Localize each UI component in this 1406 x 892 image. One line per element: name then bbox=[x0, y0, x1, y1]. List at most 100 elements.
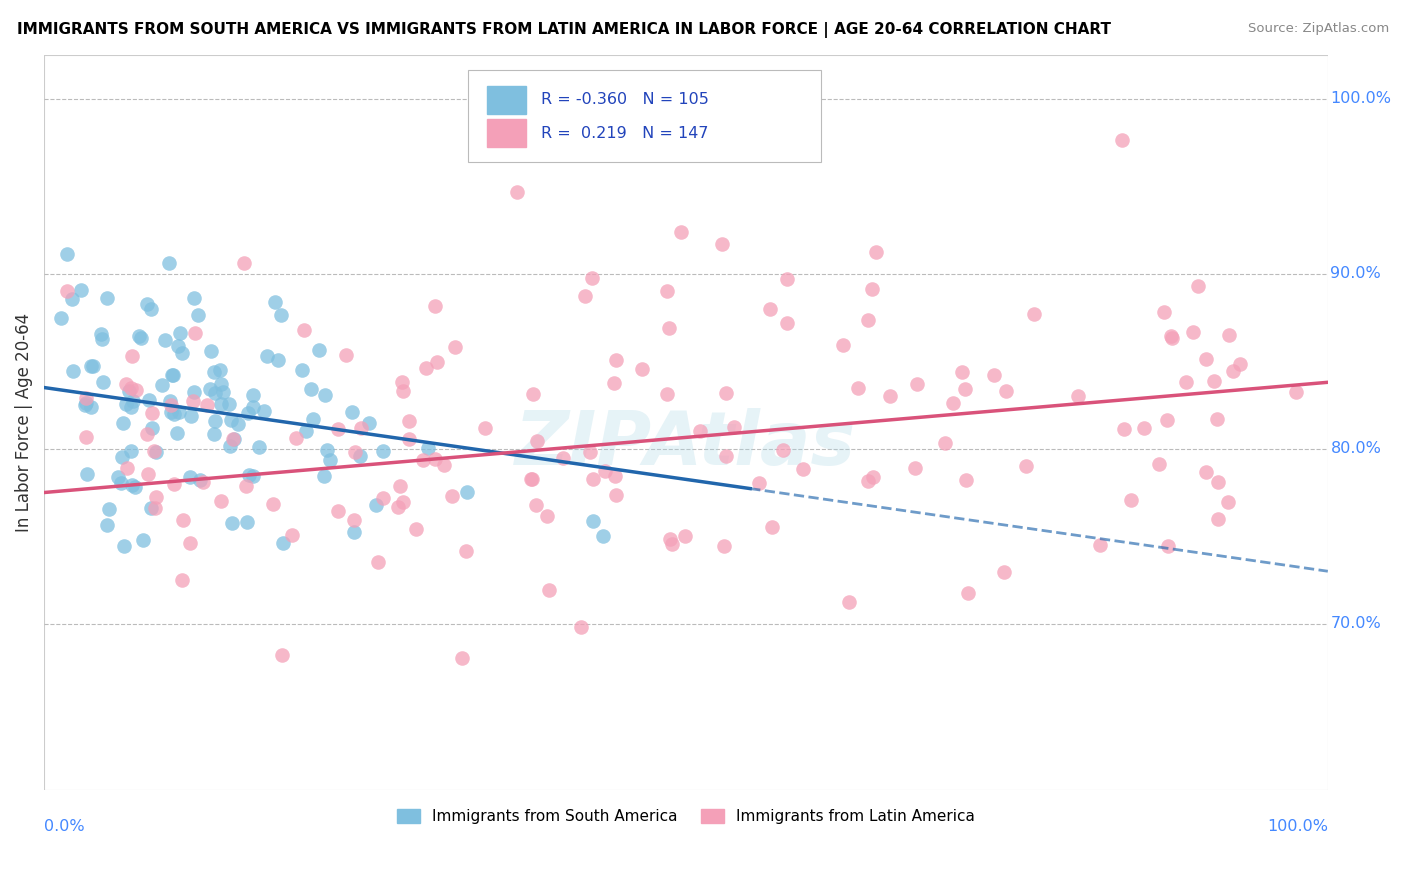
Point bbox=[218, 396, 240, 410]
Point bbox=[183, 291, 205, 305]
Point bbox=[425, 452, 447, 467]
Point bbox=[526, 434, 548, 449]
Point bbox=[326, 422, 349, 436]
Point bbox=[226, 417, 249, 432]
Point bbox=[62, 364, 84, 378]
Point bbox=[184, 326, 207, 340]
Point bbox=[520, 472, 543, 486]
Point bbox=[1204, 374, 1226, 388]
Point bbox=[219, 439, 242, 453]
Point bbox=[1175, 376, 1198, 390]
Point bbox=[387, 500, 409, 514]
Point bbox=[1022, 307, 1045, 321]
Point bbox=[605, 353, 627, 368]
Point bbox=[221, 516, 243, 530]
Point bbox=[1182, 325, 1205, 339]
Text: 100.0%: 100.0% bbox=[1267, 820, 1327, 834]
Text: IMMIGRANTS FROM SOUTH AMERICA VS IMMIGRANTS FROM LATIN AMERICA IN LABOR FORCE | : IMMIGRANTS FROM SOUTH AMERICA VS IMMIGRA… bbox=[17, 22, 1111, 38]
Point bbox=[60, 292, 83, 306]
Point bbox=[838, 595, 860, 609]
Point bbox=[172, 573, 194, 587]
Point bbox=[761, 520, 783, 534]
Point bbox=[120, 401, 142, 415]
Point bbox=[1161, 331, 1184, 345]
Point bbox=[689, 424, 711, 438]
Point bbox=[316, 442, 339, 457]
Point bbox=[398, 414, 420, 428]
Point bbox=[391, 375, 413, 389]
Point bbox=[772, 442, 794, 457]
Point bbox=[858, 313, 880, 327]
Point bbox=[582, 514, 605, 528]
Text: Source: ZipAtlas.com: Source: ZipAtlas.com bbox=[1249, 22, 1389, 36]
Point bbox=[364, 499, 387, 513]
Point bbox=[262, 497, 284, 511]
Point bbox=[222, 432, 245, 446]
Point bbox=[169, 404, 191, 418]
Point bbox=[605, 488, 627, 502]
Point bbox=[222, 432, 245, 446]
Point bbox=[371, 444, 394, 458]
Point bbox=[70, 283, 93, 297]
Point bbox=[444, 340, 467, 354]
Point bbox=[1218, 327, 1240, 342]
Point bbox=[271, 648, 294, 662]
Point bbox=[450, 650, 472, 665]
Point bbox=[349, 449, 371, 463]
Point bbox=[270, 308, 292, 322]
Point bbox=[661, 537, 683, 551]
Point bbox=[96, 291, 118, 305]
Point bbox=[247, 440, 270, 454]
Point bbox=[200, 382, 222, 396]
Point bbox=[124, 479, 146, 493]
Point bbox=[141, 406, 163, 420]
Point bbox=[172, 513, 194, 527]
Point bbox=[716, 449, 738, 463]
Point bbox=[209, 493, 232, 508]
Point bbox=[114, 397, 136, 411]
Point bbox=[569, 619, 592, 633]
Point bbox=[136, 297, 159, 311]
Point bbox=[79, 401, 101, 415]
Text: R = -0.360   N = 105: R = -0.360 N = 105 bbox=[541, 93, 709, 107]
Point bbox=[162, 477, 184, 491]
Point bbox=[76, 467, 98, 482]
Point bbox=[942, 396, 965, 410]
Point bbox=[312, 468, 335, 483]
Point bbox=[1066, 389, 1088, 403]
Text: R =  0.219   N = 147: R = 0.219 N = 147 bbox=[541, 127, 709, 141]
Point bbox=[139, 301, 162, 316]
Point bbox=[1229, 357, 1251, 371]
Point bbox=[343, 445, 366, 459]
Point bbox=[242, 388, 264, 402]
Point bbox=[983, 368, 1005, 382]
Point bbox=[138, 393, 160, 408]
Point bbox=[172, 345, 194, 359]
Point bbox=[49, 311, 72, 326]
Point bbox=[75, 391, 97, 405]
Point bbox=[160, 368, 183, 382]
Point bbox=[792, 462, 814, 476]
Point bbox=[181, 393, 204, 408]
Point bbox=[285, 431, 308, 445]
Point bbox=[299, 382, 322, 396]
Point bbox=[659, 532, 682, 546]
Point bbox=[195, 398, 218, 412]
Point bbox=[125, 383, 148, 397]
Point bbox=[953, 382, 976, 396]
Point bbox=[398, 432, 420, 446]
Point bbox=[879, 389, 901, 403]
Point bbox=[1156, 413, 1178, 427]
Point bbox=[603, 376, 626, 391]
Point bbox=[367, 555, 389, 569]
Point bbox=[474, 421, 496, 435]
Point bbox=[238, 467, 260, 482]
Point bbox=[179, 536, 201, 550]
Point bbox=[166, 339, 188, 353]
Point bbox=[669, 225, 692, 239]
Point bbox=[1285, 385, 1308, 400]
Point bbox=[506, 185, 529, 199]
Point bbox=[98, 502, 121, 516]
Point bbox=[267, 353, 290, 368]
Point bbox=[1222, 364, 1244, 378]
